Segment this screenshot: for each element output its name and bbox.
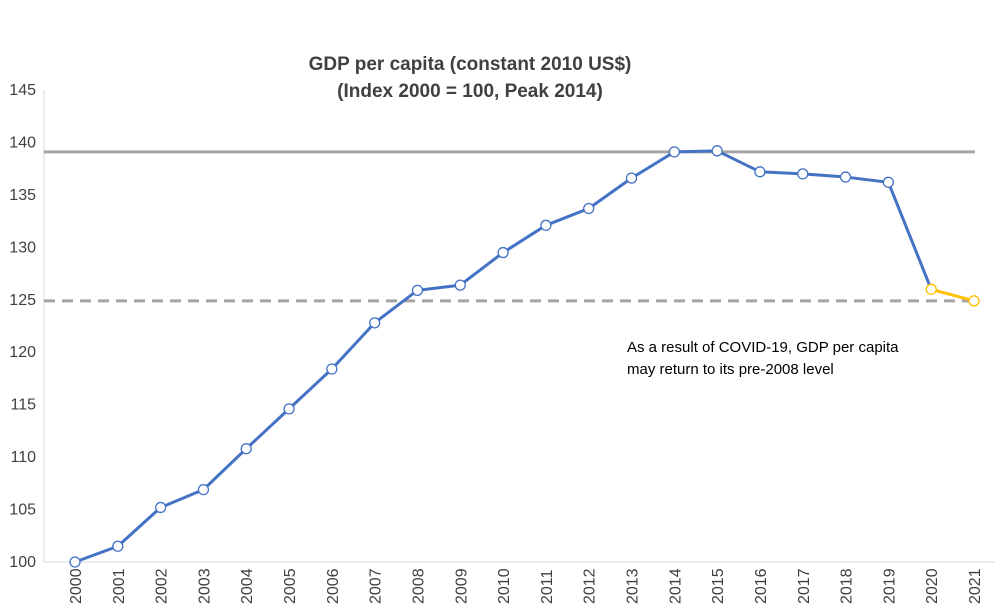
- data-point-2008: [411, 284, 424, 296]
- data-point-2010: [497, 246, 509, 259]
- x-tick-label: 2014: [667, 568, 684, 604]
- data-point-2011: [540, 219, 552, 231]
- x-tick-label: 2018: [839, 568, 856, 604]
- data-point-2018: [839, 171, 852, 183]
- data-point-2019: [882, 176, 895, 188]
- x-tick-label: 2004: [239, 568, 256, 604]
- data-point-2007: [369, 317, 381, 329]
- data-point-2013: [625, 172, 638, 184]
- data-point-2001: [112, 540, 124, 552]
- x-tick-label: 2019: [881, 568, 898, 604]
- y-tick-label: 140: [9, 134, 36, 151]
- x-tick-label: 2017: [796, 568, 813, 604]
- x-tick-label: 2010: [496, 568, 513, 604]
- x-tick-label: 2016: [753, 568, 770, 604]
- x-tick-label: 2009: [453, 568, 470, 604]
- x-tick-label: 2003: [196, 568, 213, 604]
- y-tick-label: 100: [9, 554, 36, 571]
- x-tick-label: 2000: [68, 568, 85, 604]
- y-tick-label: 105: [9, 502, 36, 519]
- series-line-0: [74, 149, 933, 564]
- data-point-2006: [326, 363, 338, 375]
- data-point-2014: [668, 146, 680, 158]
- x-tick-label: 2002: [154, 568, 171, 604]
- x-tick-label: 2012: [582, 568, 599, 604]
- y-tick-label: 120: [9, 344, 36, 361]
- data-point-2003: [197, 483, 210, 496]
- data-point-2016: [754, 166, 766, 178]
- x-tick-label: 2015: [710, 568, 727, 604]
- x-tick-label: 2011: [539, 569, 556, 604]
- data-point-2000: [69, 556, 81, 568]
- y-tick-label: 125: [9, 292, 36, 309]
- data-point-2004: [240, 443, 252, 455]
- data-point-2017: [797, 168, 809, 180]
- chart-title: GDP per capita (constant 2010 US$): [309, 54, 632, 75]
- data-point-2020: [925, 283, 937, 295]
- y-tick-label: 110: [10, 449, 36, 466]
- data-point-2021: [968, 295, 980, 307]
- data-point-2002: [154, 501, 167, 514]
- x-tick-label: 2006: [325, 568, 342, 604]
- x-tick-label: 2001: [111, 568, 128, 604]
- data-point-2012: [583, 202, 595, 215]
- annotation-line-1: As a result of COVID-19, GDP per capita: [627, 339, 899, 356]
- y-tick-label: 145: [9, 82, 36, 99]
- y-tick-label: 115: [10, 397, 36, 414]
- x-tick-label: 2020: [924, 568, 941, 604]
- x-tick-label: 2013: [625, 568, 642, 604]
- chart-subtitle: (Index 2000 = 100, Peak 2014): [337, 81, 603, 102]
- annotation-line-2: may return to its pre-2008 level: [627, 361, 834, 378]
- x-tick-label: 2005: [282, 568, 299, 604]
- data-point-2009: [454, 279, 466, 291]
- data-point-2005: [283, 403, 295, 415]
- series-line-1: [930, 287, 975, 303]
- x-tick-label: 2008: [410, 568, 427, 604]
- x-tick-label: 2021: [967, 568, 984, 604]
- y-tick-label: 135: [9, 187, 36, 204]
- x-tick-label: 2007: [368, 568, 385, 604]
- y-tick-label: 130: [9, 239, 36, 256]
- data-point-2015: [711, 145, 723, 157]
